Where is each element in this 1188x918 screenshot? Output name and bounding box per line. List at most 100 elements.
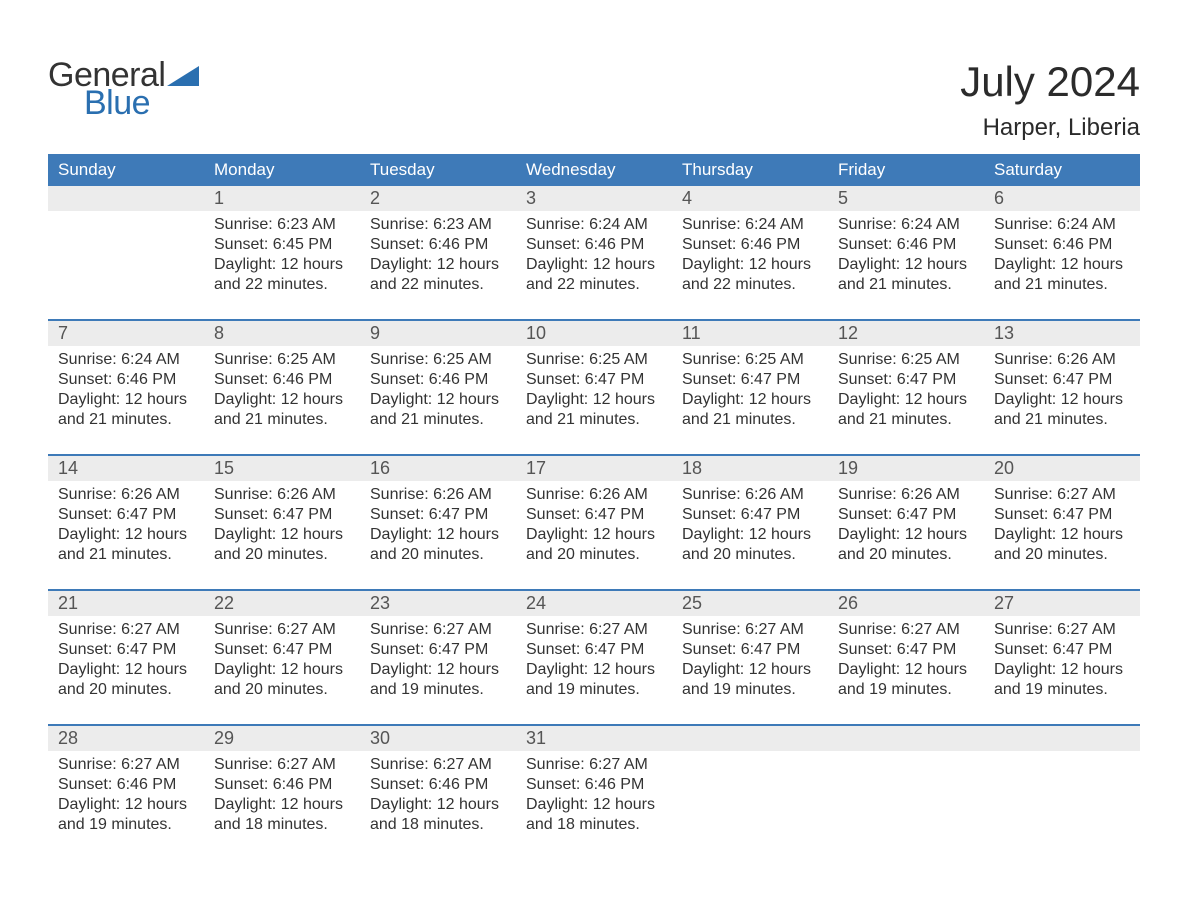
day-cell: Sunrise: 6:24 AMSunset: 6:46 PMDaylight:… — [672, 211, 828, 319]
day-cell: Sunrise: 6:23 AMSunset: 6:45 PMDaylight:… — [204, 211, 360, 319]
day-cell: Sunrise: 6:27 AMSunset: 6:46 PMDaylight:… — [516, 751, 672, 859]
sunrise-text: Sunrise: 6:27 AM — [994, 620, 1130, 640]
sunset-text: Sunset: 6:46 PM — [370, 370, 506, 390]
daylight-line2: and 20 minutes. — [838, 545, 974, 565]
day-header: Tuesday — [360, 154, 516, 186]
sunset-text: Sunset: 6:47 PM — [214, 505, 350, 525]
sunrise-text: Sunrise: 6:26 AM — [214, 485, 350, 505]
weeks-container: 123456Sunrise: 6:23 AMSunset: 6:45 PMDay… — [48, 186, 1140, 859]
day-cell: Sunrise: 6:27 AMSunset: 6:47 PMDaylight:… — [48, 616, 204, 724]
daylight-line1: Daylight: 12 hours — [214, 525, 350, 545]
daylight-line2: and 21 minutes. — [994, 410, 1130, 430]
daylight-line1: Daylight: 12 hours — [370, 390, 506, 410]
day-number: 19 — [828, 456, 984, 481]
sunrise-text: Sunrise: 6:24 AM — [682, 215, 818, 235]
logo-triangle-icon — [167, 66, 199, 86]
daylight-line1: Daylight: 12 hours — [58, 660, 194, 680]
sunrise-text: Sunrise: 6:27 AM — [214, 755, 350, 775]
daylight-line2: and 21 minutes. — [370, 410, 506, 430]
day-number: 16 — [360, 456, 516, 481]
day-cell: Sunrise: 6:27 AMSunset: 6:46 PMDaylight:… — [360, 751, 516, 859]
day-header: Sunday — [48, 154, 204, 186]
day-number: 2 — [360, 186, 516, 211]
sunset-text: Sunset: 6:47 PM — [682, 505, 818, 525]
daylight-line1: Daylight: 12 hours — [994, 525, 1130, 545]
sunrise-text: Sunrise: 6:25 AM — [526, 350, 662, 370]
day-number — [48, 186, 204, 211]
day-number: 21 — [48, 591, 204, 616]
day-number: 6 — [984, 186, 1140, 211]
daylight-line1: Daylight: 12 hours — [526, 390, 662, 410]
sunset-text: Sunset: 6:47 PM — [994, 640, 1130, 660]
day-cell: Sunrise: 6:27 AMSunset: 6:46 PMDaylight:… — [204, 751, 360, 859]
sunset-text: Sunset: 6:47 PM — [838, 505, 974, 525]
week-row: 78910111213Sunrise: 6:24 AMSunset: 6:46 … — [48, 319, 1140, 454]
daylight-line1: Daylight: 12 hours — [526, 525, 662, 545]
day-number: 3 — [516, 186, 672, 211]
daylight-line2: and 20 minutes. — [58, 680, 194, 700]
day-number: 7 — [48, 321, 204, 346]
day-cell: Sunrise: 6:24 AMSunset: 6:46 PMDaylight:… — [984, 211, 1140, 319]
sunset-text: Sunset: 6:46 PM — [526, 235, 662, 255]
day-cell: Sunrise: 6:24 AMSunset: 6:46 PMDaylight:… — [828, 211, 984, 319]
day-cell: Sunrise: 6:24 AMSunset: 6:46 PMDaylight:… — [48, 346, 204, 454]
sunrise-text: Sunrise: 6:26 AM — [370, 485, 506, 505]
daylight-line2: and 21 minutes. — [994, 275, 1130, 295]
day-number: 4 — [672, 186, 828, 211]
day-header: Monday — [204, 154, 360, 186]
daylight-line1: Daylight: 12 hours — [838, 660, 974, 680]
daylight-line2: and 20 minutes. — [214, 680, 350, 700]
day-header: Thursday — [672, 154, 828, 186]
day-cell: Sunrise: 6:24 AMSunset: 6:46 PMDaylight:… — [516, 211, 672, 319]
daylight-line2: and 20 minutes. — [214, 545, 350, 565]
sunset-text: Sunset: 6:47 PM — [214, 640, 350, 660]
sunrise-text: Sunrise: 6:27 AM — [370, 620, 506, 640]
sunset-text: Sunset: 6:46 PM — [370, 235, 506, 255]
sunrise-text: Sunrise: 6:24 AM — [526, 215, 662, 235]
sunrise-text: Sunrise: 6:23 AM — [370, 215, 506, 235]
sunset-text: Sunset: 6:45 PM — [214, 235, 350, 255]
sunset-text: Sunset: 6:46 PM — [994, 235, 1130, 255]
daylight-line2: and 22 minutes. — [370, 275, 506, 295]
daylight-line1: Daylight: 12 hours — [682, 660, 818, 680]
daylight-line1: Daylight: 12 hours — [682, 255, 818, 275]
sunset-text: Sunset: 6:47 PM — [526, 505, 662, 525]
sunset-text: Sunset: 6:47 PM — [682, 640, 818, 660]
day-number: 18 — [672, 456, 828, 481]
daylight-line2: and 20 minutes. — [526, 545, 662, 565]
day-number: 5 — [828, 186, 984, 211]
day-number: 28 — [48, 726, 204, 751]
day-number: 10 — [516, 321, 672, 346]
sunset-text: Sunset: 6:47 PM — [526, 640, 662, 660]
day-number: 24 — [516, 591, 672, 616]
day-cell: Sunrise: 6:26 AMSunset: 6:47 PMDaylight:… — [516, 481, 672, 589]
daylight-line2: and 19 minutes. — [838, 680, 974, 700]
sunset-text: Sunset: 6:47 PM — [370, 505, 506, 525]
day-cell — [48, 211, 204, 319]
day-cell: Sunrise: 6:27 AMSunset: 6:47 PMDaylight:… — [672, 616, 828, 724]
sunset-text: Sunset: 6:47 PM — [838, 370, 974, 390]
daylight-line2: and 21 minutes. — [838, 275, 974, 295]
title-block: July 2024 Harper, Liberia — [960, 58, 1140, 142]
day-cell: Sunrise: 6:26 AMSunset: 6:47 PMDaylight:… — [984, 346, 1140, 454]
daylight-line2: and 19 minutes. — [58, 815, 194, 835]
day-number: 13 — [984, 321, 1140, 346]
sunset-text: Sunset: 6:47 PM — [526, 370, 662, 390]
daylight-line1: Daylight: 12 hours — [838, 255, 974, 275]
week-row: 28293031Sunrise: 6:27 AMSunset: 6:46 PMD… — [48, 724, 1140, 859]
daylight-line1: Daylight: 12 hours — [526, 255, 662, 275]
daylight-line2: and 19 minutes. — [526, 680, 662, 700]
day-cell: Sunrise: 6:25 AMSunset: 6:46 PMDaylight:… — [204, 346, 360, 454]
day-cell: Sunrise: 6:25 AMSunset: 6:47 PMDaylight:… — [672, 346, 828, 454]
day-cell: Sunrise: 6:27 AMSunset: 6:47 PMDaylight:… — [984, 481, 1140, 589]
sunset-text: Sunset: 6:46 PM — [58, 775, 194, 795]
sunrise-text: Sunrise: 6:26 AM — [994, 350, 1130, 370]
logo-word-blue: Blue — [84, 86, 199, 120]
sunrise-text: Sunrise: 6:27 AM — [370, 755, 506, 775]
daylight-line2: and 21 minutes. — [838, 410, 974, 430]
logo: General Blue — [48, 58, 199, 120]
sunset-text: Sunset: 6:47 PM — [58, 505, 194, 525]
daylight-line2: and 20 minutes. — [370, 545, 506, 565]
sunset-text: Sunset: 6:47 PM — [370, 640, 506, 660]
daylight-line2: and 20 minutes. — [682, 545, 818, 565]
